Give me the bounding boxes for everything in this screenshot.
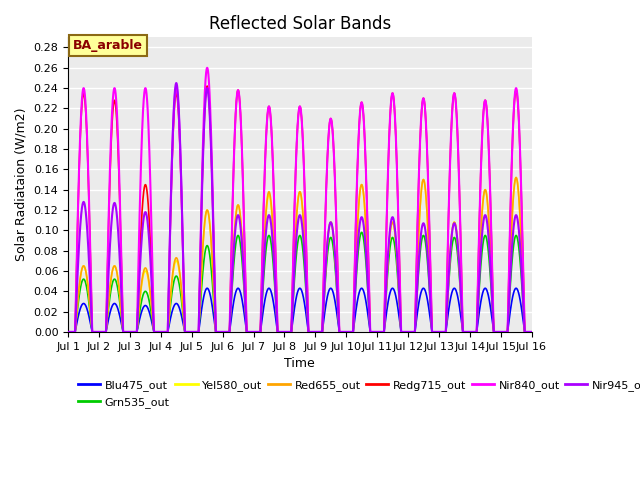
X-axis label: Time: Time <box>284 357 316 370</box>
Grn535_out <box>528 329 536 335</box>
Blu475_out <box>364 306 371 312</box>
Yel580_out <box>238 228 246 234</box>
Line: Blu475_out: Blu475_out <box>68 288 532 332</box>
Line: Red655_out: Red655_out <box>68 178 532 332</box>
Nir840_out <box>204 65 211 71</box>
Grn535_out <box>364 277 371 283</box>
Nir840_out <box>526 329 534 335</box>
Grn535_out <box>526 329 534 335</box>
Redg715_out <box>159 329 166 335</box>
Blu475_out <box>238 294 246 300</box>
Nir945_out <box>64 329 72 335</box>
Blu475_out <box>528 329 536 335</box>
Y-axis label: Solar Radiataion (W/m2): Solar Radiataion (W/m2) <box>15 108 28 262</box>
Redg715_out <box>204 83 211 89</box>
Blu475_out <box>159 329 166 335</box>
Redg715_out <box>64 329 72 335</box>
Grn535_out <box>358 229 365 235</box>
Red655_out <box>528 329 536 335</box>
Redg715_out <box>364 210 371 216</box>
Title: Reflected Solar Bands: Reflected Solar Bands <box>209 15 391 33</box>
Nir945_out <box>163 329 171 335</box>
Nir945_out <box>528 329 536 335</box>
Nir840_out <box>159 329 166 335</box>
Grn535_out <box>238 252 246 258</box>
Blu475_out <box>512 286 520 291</box>
Redg715_out <box>528 329 536 335</box>
Yel580_out <box>364 251 371 257</box>
Yel580_out <box>512 175 520 180</box>
Blu475_out <box>163 329 171 335</box>
Nir945_out <box>526 329 534 335</box>
Yel580_out <box>528 329 536 335</box>
Red655_out <box>159 329 166 335</box>
Nir840_out <box>364 210 371 216</box>
Nir840_out <box>528 329 536 335</box>
Nir840_out <box>64 329 72 335</box>
Red655_out <box>526 329 534 335</box>
Blu475_out <box>526 329 534 335</box>
Grn535_out <box>64 329 72 335</box>
Line: Nir945_out: Nir945_out <box>68 83 532 332</box>
Redg715_out <box>238 139 246 145</box>
Red655_out <box>429 329 436 335</box>
Red655_out <box>64 329 72 335</box>
Nir945_out <box>364 269 371 275</box>
Line: Redg715_out: Redg715_out <box>68 86 532 332</box>
Blu475_out <box>64 329 72 335</box>
Line: Grn535_out: Grn535_out <box>68 232 532 332</box>
Red655_out <box>364 251 371 257</box>
Legend: Blu475_out, Grn535_out, Yel580_out, Red655_out, Redg715_out, Nir840_out, Nir945_: Blu475_out, Grn535_out, Yel580_out, Red6… <box>74 376 640 412</box>
Nir840_out <box>163 329 171 335</box>
Yel580_out <box>429 329 436 335</box>
Yel580_out <box>64 329 72 335</box>
Nir945_out <box>238 237 246 243</box>
Grn535_out <box>163 329 171 335</box>
Redg715_out <box>526 329 534 335</box>
Nir945_out <box>159 329 166 335</box>
Yel580_out <box>163 329 171 335</box>
Red655_out <box>512 175 520 180</box>
Line: Yel580_out: Yel580_out <box>68 178 532 332</box>
Yel580_out <box>159 329 166 335</box>
Nir840_out <box>429 329 437 335</box>
Line: Nir840_out: Nir840_out <box>68 68 532 332</box>
Red655_out <box>238 228 246 234</box>
Nir840_out <box>238 139 246 145</box>
Nir945_out <box>429 329 437 335</box>
Redg715_out <box>429 329 437 335</box>
Grn535_out <box>159 329 166 335</box>
Red655_out <box>163 329 171 335</box>
Blu475_out <box>429 329 436 335</box>
Nir945_out <box>172 80 180 86</box>
Text: BA_arable: BA_arable <box>73 39 143 52</box>
Yel580_out <box>526 329 534 335</box>
Grn535_out <box>429 329 437 335</box>
Redg715_out <box>163 329 171 335</box>
